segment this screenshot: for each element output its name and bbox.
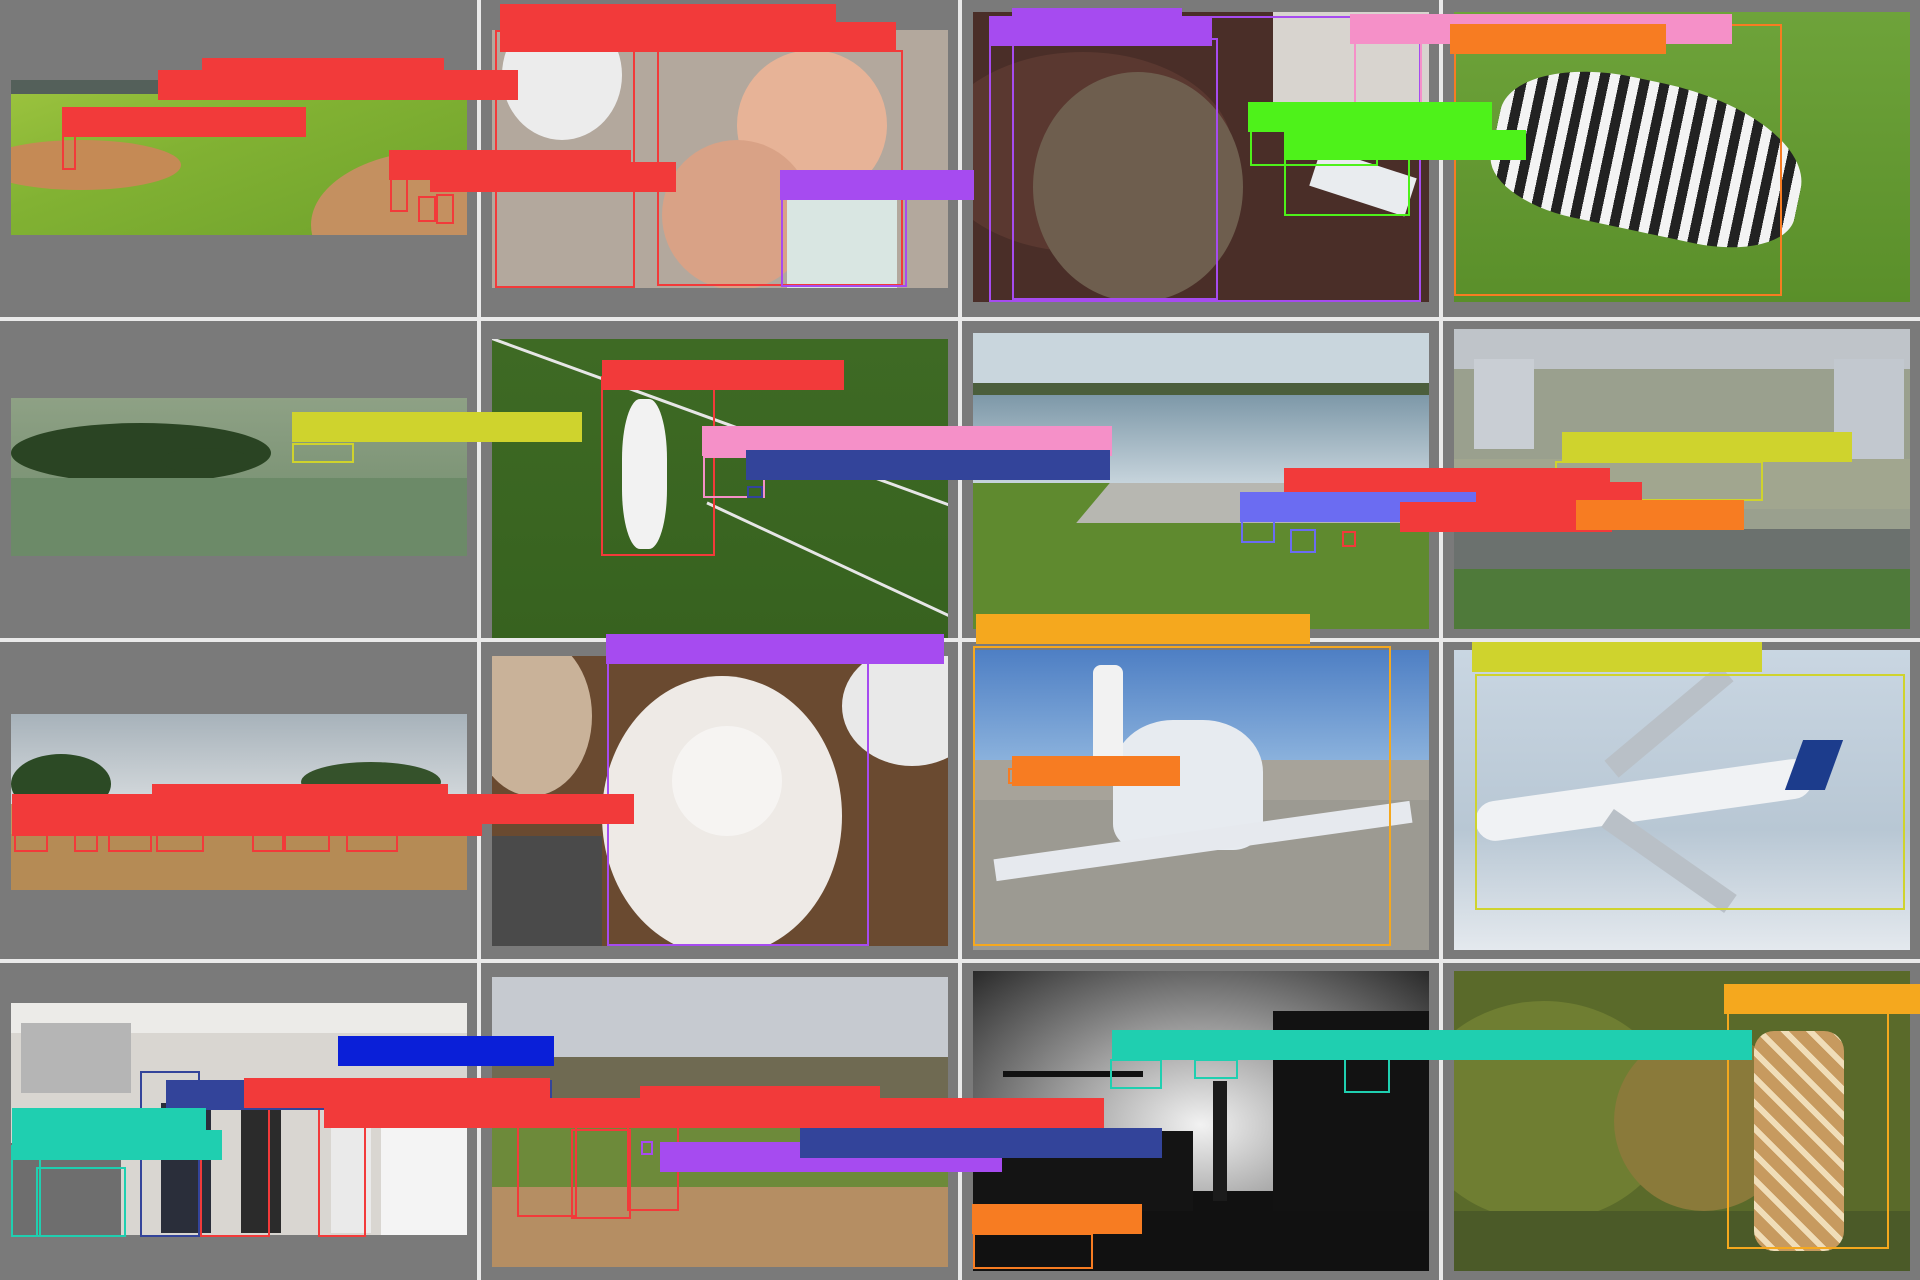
box-balloon-person [495,30,635,288]
box-pitcher [62,130,76,170]
photo-savanna-elephants [11,714,467,890]
photo-air-france-jet [1454,650,1910,950]
panel-baseball-field [0,0,477,317]
box-teddy-bear [607,662,869,946]
panel-kitchen-people [0,963,477,1280]
panel-baseball-at-bat [481,963,958,1280]
box-airplane [292,443,354,463]
photo-airplane-over-lake [11,398,467,556]
box-cake [781,175,907,287]
box-batter [390,176,408,212]
box-refrigerator [140,1071,200,1237]
box-elephant-1 [14,830,48,852]
panel-tennis-player [481,321,958,638]
panel-cat-on-sofa [962,0,1439,317]
box-umpire [436,194,454,224]
panel-teddy-bear [481,642,958,959]
box-person-1 [200,1087,270,1237]
box-traffic-light-2 [1194,1059,1238,1079]
box-catcher [418,196,436,222]
box-person-2 [1290,529,1316,553]
box-oven [36,1167,126,1237]
photo-airport-highway [1454,329,1910,629]
box-zebra [1454,24,1782,296]
box-tennis-ball [747,486,763,498]
box-person-2 [318,1103,366,1237]
panel-air-france-jet [1443,642,1920,959]
box-traffic-light-3 [1344,1053,1390,1093]
box-remote-2 [1284,150,1410,216]
box-elephant-4 [156,830,204,852]
panel-small-propeller-plane [962,642,1439,959]
photo-river-waterfront [973,333,1429,629]
panel-airport-highway [1443,321,1920,638]
box-giraffe [1727,1011,1889,1249]
panel-zebra-grazing [1443,0,1920,317]
box-catcher [571,1129,631,1219]
box-bicycle [973,1233,1093,1269]
box-tennis-player [601,376,715,556]
box-elephant-3 [108,830,152,852]
photo-zebra-grazing [1454,12,1910,302]
photo-small-propeller-plane [973,650,1429,950]
box-bat [641,1141,653,1155]
panel-city-street-silhouette [962,963,1439,1280]
box-oven-2 [11,1145,41,1237]
box-elephant-6 [284,830,330,852]
box-airplane [973,646,1391,946]
box-airplane [1475,674,1905,910]
box-plant [1354,38,1422,138]
box-airplane [1555,461,1763,501]
box-cat [1012,38,1218,300]
photo-city-street-silhouette [973,971,1429,1271]
box-person-1 [1241,515,1275,543]
panel-river-waterfront [962,321,1439,638]
panel-airplane-over-lake [0,321,477,638]
box-elephant-2 [74,832,98,852]
box-car [1008,768,1080,784]
box-umpire [517,1105,577,1217]
box-batter [627,1113,679,1211]
box-elephant-7 [346,830,398,852]
panel-savanna-elephants [0,642,477,959]
box-traffic-light-1 [1110,1059,1162,1089]
box-dog [1342,531,1356,547]
panel-giraffe-in-trees [1443,963,1920,1280]
panel-baby-with-cake [481,0,958,317]
photo-teddy-bear [492,656,948,946]
box-elephant-5 [252,830,284,852]
